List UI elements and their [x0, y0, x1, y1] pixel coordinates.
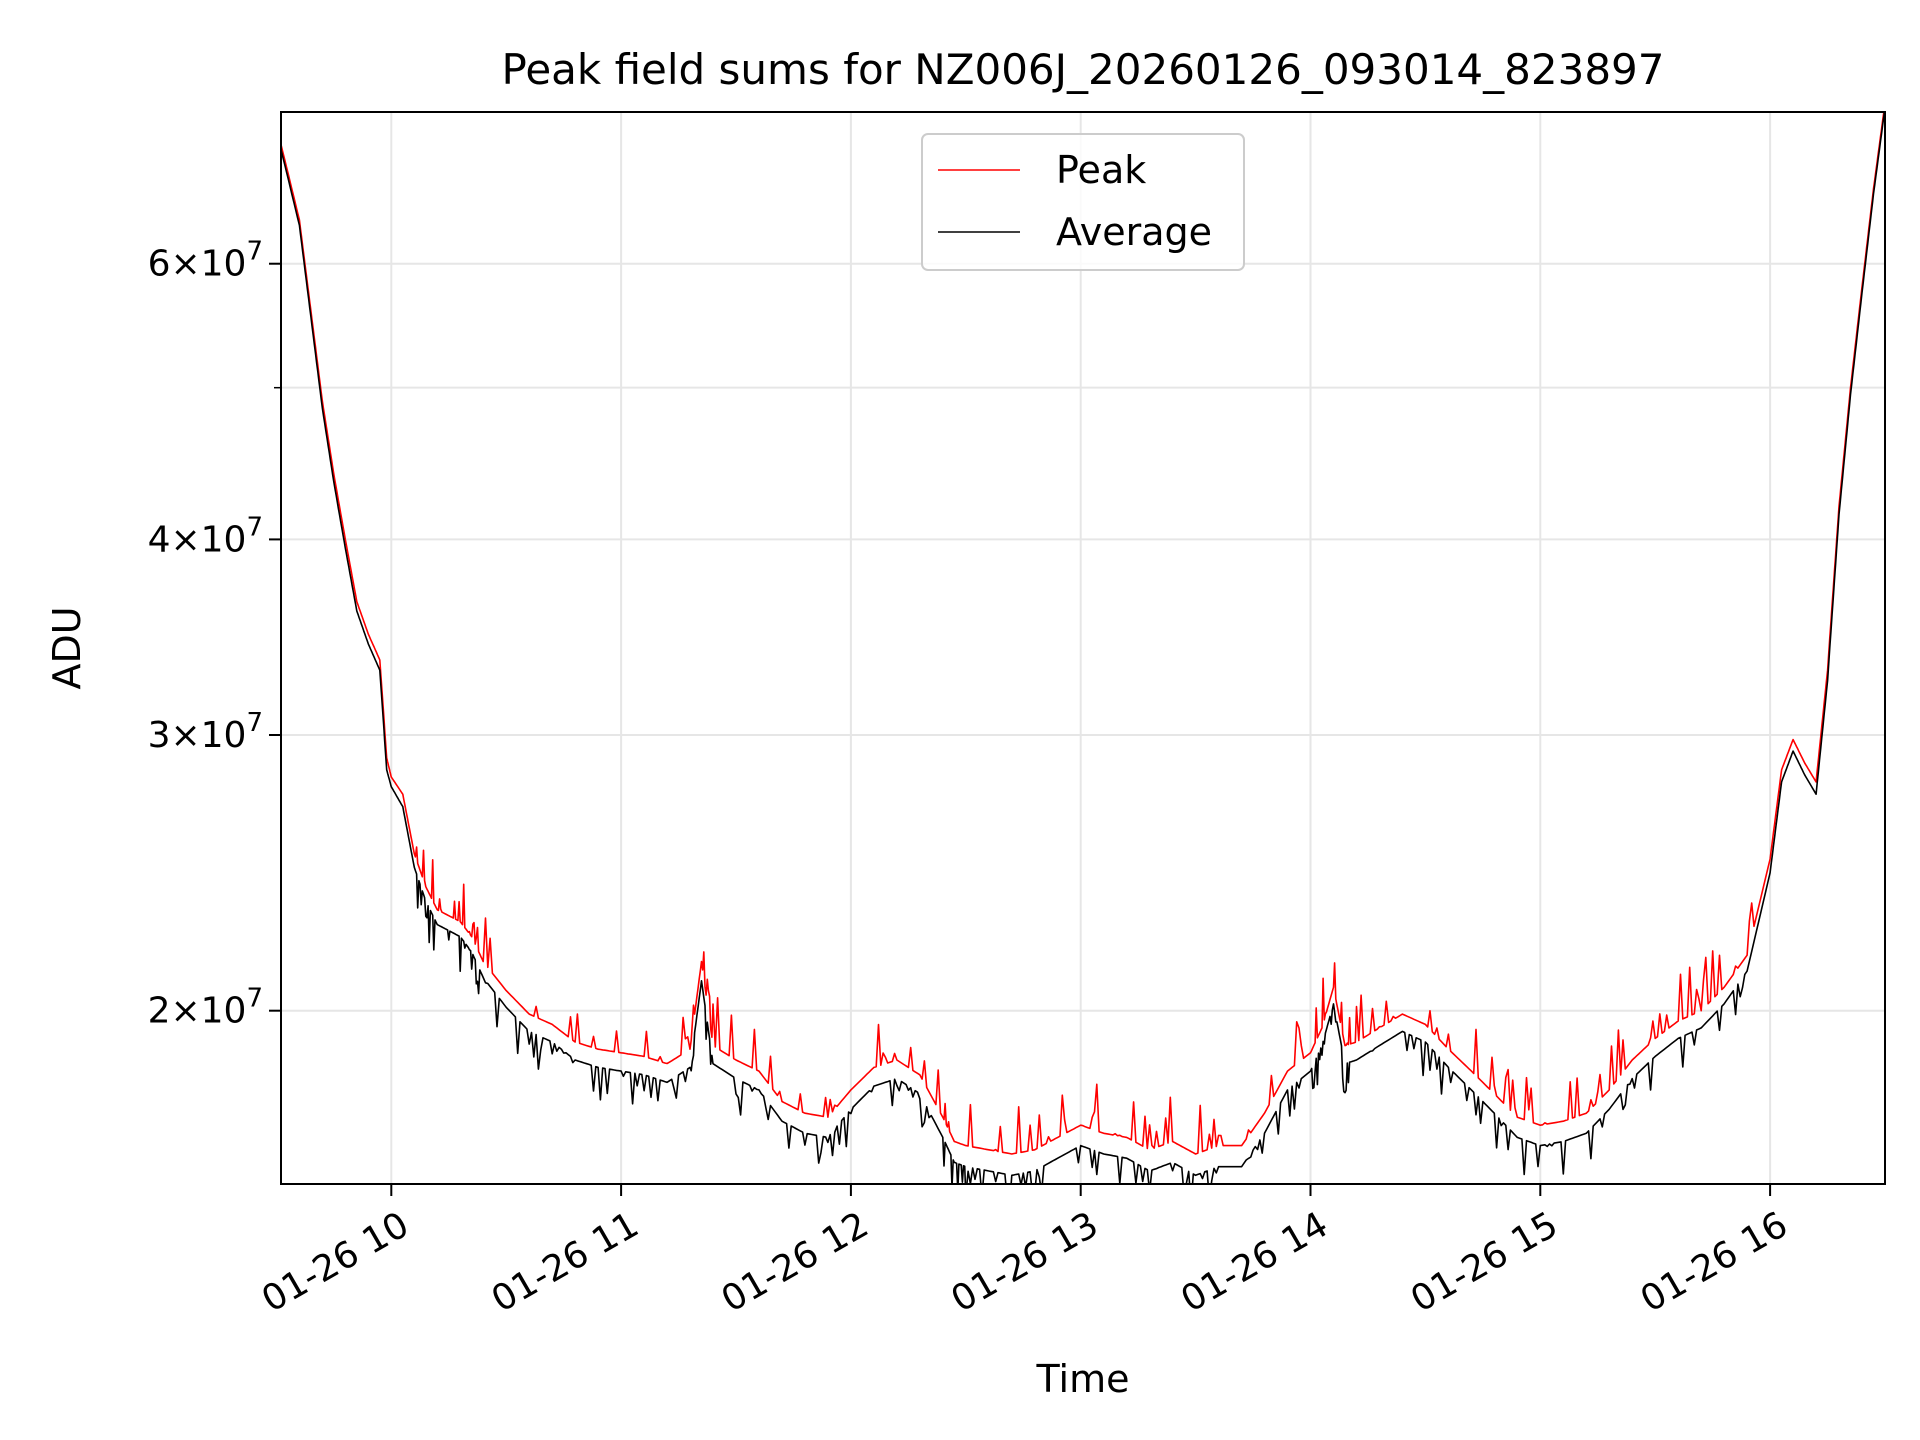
y-tick-label: 2×107: [148, 984, 263, 1032]
y-axis-label: ADU: [45, 606, 89, 689]
series-line-average: [281, 112, 1885, 1184]
y-tick-label: 3×107: [148, 708, 263, 756]
legend: Peak Average: [921, 133, 1245, 271]
plot-frame: [280, 111, 1886, 1185]
legend-label-average: Average: [1056, 210, 1212, 254]
series-line-peak: [281, 112, 1885, 1155]
series-layer: [281, 112, 1885, 1184]
chart-title: Peak field sums for NZ006J_20260126_0930…: [502, 45, 1665, 94]
y-axis: 2×107 3×107 4×107 6×107: [148, 237, 281, 1032]
y-tick-label: 4×107: [148, 512, 263, 560]
x-axis-label: Time: [1036, 1357, 1130, 1401]
y-tick-label: 6×107: [148, 237, 263, 285]
legend-label-peak: Peak: [1056, 148, 1146, 192]
legend-box: [921, 133, 1245, 271]
